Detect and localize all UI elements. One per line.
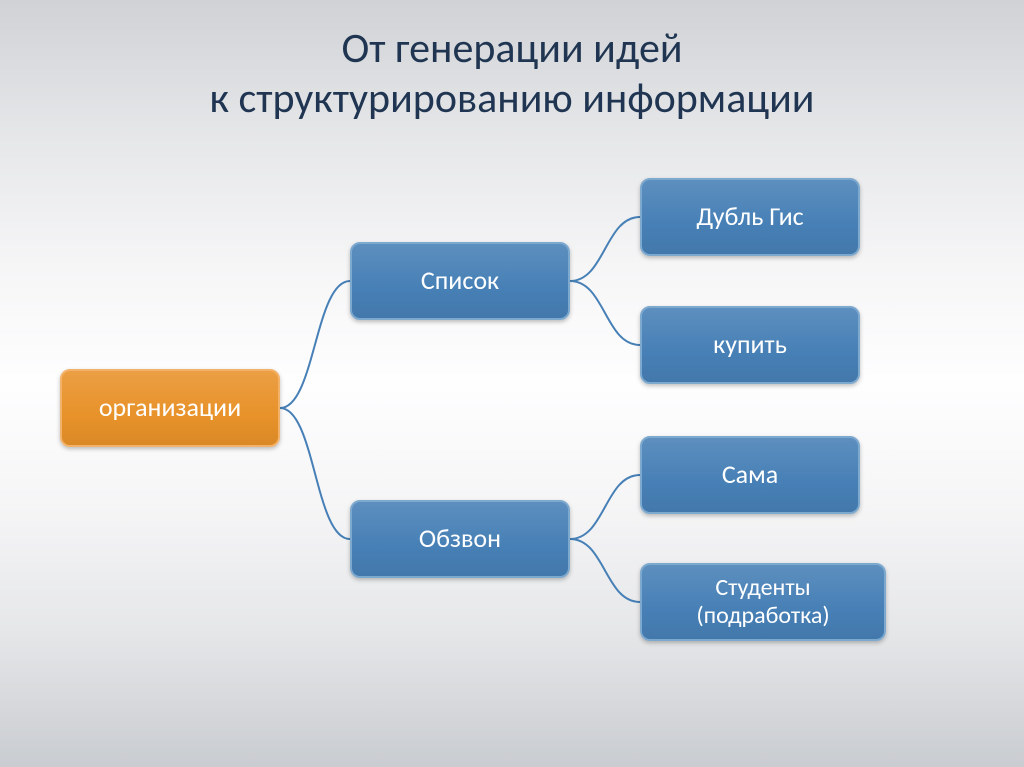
- node-list: Список: [350, 242, 570, 320]
- node-dublgis-label: Дубль Гис: [696, 202, 803, 232]
- node-sama: Сама: [640, 436, 860, 514]
- diagram-canvas: организации Список Обзвон Дубль Гис купи…: [0, 0, 1024, 767]
- node-sama-label: Сама: [722, 460, 778, 490]
- node-buy-label: купить: [713, 330, 787, 360]
- node-students: Студенты (подработка): [640, 563, 886, 641]
- node-root-label: организации: [99, 393, 241, 423]
- node-students-label: Студенты (подработка): [652, 574, 874, 629]
- node-dublgis: Дубль Гис: [640, 178, 860, 256]
- node-obzvon: Обзвон: [350, 500, 570, 578]
- node-root: организации: [60, 369, 280, 447]
- node-list-label: Список: [421, 266, 499, 296]
- node-obzvon-label: Обзвон: [419, 524, 501, 554]
- node-buy: купить: [640, 306, 860, 384]
